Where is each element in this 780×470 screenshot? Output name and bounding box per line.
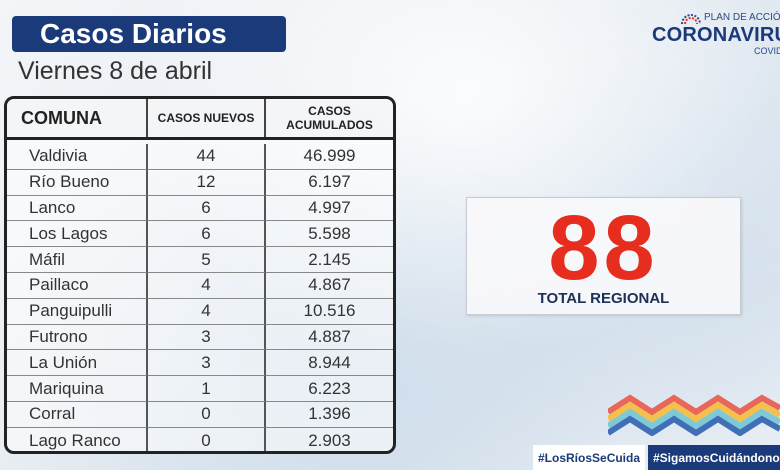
- cell-comuna: Los Lagos: [7, 221, 148, 248]
- rainbow-wave-decoration: [608, 394, 780, 436]
- table-row: La Unión 3 8.944: [7, 350, 393, 377]
- table-row: Lanco 6 4.997: [7, 195, 393, 222]
- date-label: Viernes 8 de abril: [18, 57, 213, 85]
- table-row: Valdivia 44 46.999: [7, 144, 393, 170]
- cell-comuna: Mariquina: [7, 376, 148, 402]
- page-title-text: Casos Diarios: [40, 18, 227, 49]
- cell-comuna: Lago Ranco: [7, 427, 148, 451]
- cell-casos-nuevos: 3: [148, 324, 266, 351]
- table-row: Mariquina 1 6.223: [7, 376, 393, 402]
- cell-comuna: La Unión: [7, 350, 148, 377]
- table-row: Lago Ranco 0 2.903: [7, 427, 393, 451]
- cell-comuna: Futrono: [7, 324, 148, 351]
- table-body: Valdivia 44 46.999 Río Bueno 12 6.197 Lanco 6 4.…: [7, 140, 393, 451]
- logo-main-text: CORONAVIRUS: [652, 24, 780, 46]
- table-row: Río Bueno 12 6.197: [7, 169, 393, 196]
- header-comuna: COMUNA: [7, 99, 148, 137]
- cell-casos-nuevos: 6: [148, 221, 266, 248]
- cell-casos-acumulados: 2.145: [266, 247, 393, 273]
- star-emblem-icon: [681, 14, 701, 25]
- header-casos-acumulados: CASOS ACUMULADOS: [266, 99, 393, 137]
- table-row: Panguipulli 4 10.516: [7, 298, 393, 325]
- hashtag-sigamos: #SigamosCuidándonos: [648, 445, 780, 470]
- header-casos-acumulados-text: CASOS ACUMULADOS: [286, 104, 373, 132]
- cell-casos-acumulados: 5.598: [266, 221, 393, 248]
- total-label: TOTAL REGIONAL: [537, 290, 670, 307]
- table-header: COMUNA CASOS NUEVOS CASOS ACUMULADOS: [7, 99, 393, 140]
- table-row: Paillaco 4 4.867: [7, 272, 393, 299]
- cell-casos-nuevos: 0: [148, 401, 266, 428]
- cell-comuna: Corral: [7, 401, 148, 428]
- cell-casos-acumulados: 4.997: [266, 196, 393, 222]
- cases-table: COMUNA CASOS NUEVOS CASOS ACUMULADOS Val…: [4, 96, 396, 454]
- cell-casos-acumulados: 46.999: [266, 144, 393, 170]
- total-value: 88: [548, 197, 659, 299]
- cell-comuna: Máfil: [7, 247, 148, 273]
- coronavirus-logo: PLAN DE ACCIÓN CORONAVIRUS COVID: [640, 6, 780, 56]
- cell-casos-nuevos: 6: [148, 195, 266, 222]
- cell-casos-acumulados: 1.396: [266, 402, 393, 428]
- table-row: Futrono 3 4.887: [7, 324, 393, 351]
- cell-casos-nuevos: 3: [148, 350, 266, 377]
- page-title: Casos Diarios: [12, 16, 286, 52]
- hashtag-los-rios: #LosRíosSeCuida: [533, 445, 646, 470]
- table-row: Corral 0 1.396: [7, 401, 393, 428]
- cell-comuna: Valdivia: [7, 144, 148, 170]
- cell-casos-acumulados: 6.197: [266, 170, 393, 196]
- logo-sub-text: COVID: [754, 46, 780, 56]
- cell-comuna: Río Bueno: [7, 169, 148, 196]
- cell-comuna: Panguipulli: [7, 298, 148, 325]
- cell-casos-acumulados: 10.516: [266, 299, 393, 325]
- table-row: Los Lagos 6 5.598: [7, 221, 393, 248]
- cell-casos-nuevos: 4: [148, 298, 266, 325]
- cell-casos-acumulados: 4.867: [266, 273, 393, 299]
- total-regional-card: 88 TOTAL REGIONAL: [466, 197, 741, 315]
- cell-casos-nuevos: 0: [148, 427, 266, 451]
- cell-casos-nuevos: 1: [148, 376, 266, 402]
- cell-casos-nuevos: 5: [148, 247, 266, 273]
- cell-comuna: Paillaco: [7, 272, 148, 299]
- table-row: Máfil 5 2.145: [7, 247, 393, 273]
- cell-casos-acumulados: 4.887: [266, 325, 393, 351]
- cell-casos-nuevos: 4: [148, 272, 266, 299]
- header-casos-nuevos: CASOS NUEVOS: [148, 99, 266, 137]
- cell-casos-acumulados: 2.903: [308, 430, 351, 450]
- cell-casos-acumulados: 8.944: [266, 350, 393, 377]
- cell-comuna: Lanco: [7, 195, 148, 222]
- logo-plan-text: PLAN DE ACCIÓN: [704, 12, 780, 23]
- cell-casos-acumulados: 6.223: [266, 376, 393, 402]
- cell-casos-nuevos: 12: [148, 169, 266, 196]
- cell-casos-nuevos: 44: [148, 144, 266, 170]
